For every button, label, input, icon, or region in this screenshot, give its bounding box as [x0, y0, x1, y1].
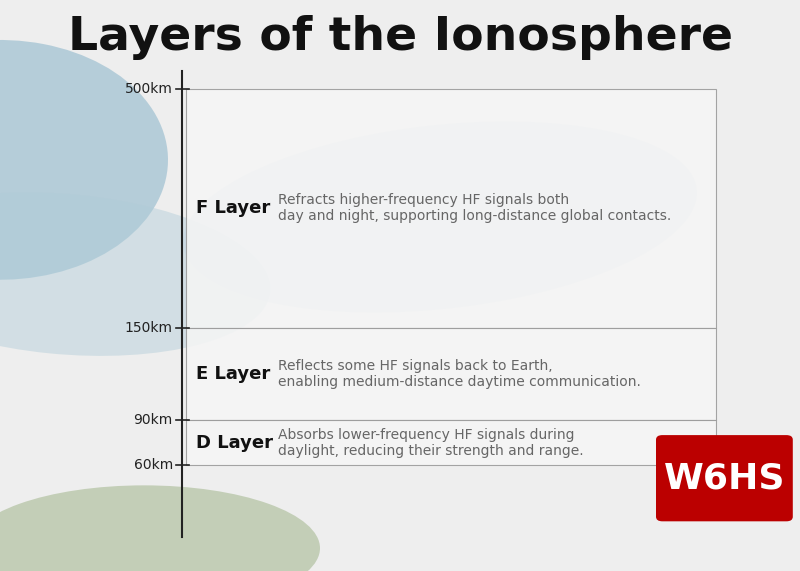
Text: enabling medium-distance daytime communication.: enabling medium-distance daytime communi… [278, 375, 642, 389]
Bar [186, 328, 716, 420]
Text: daylight, reducing their strength and range.: daylight, reducing their strength and ra… [278, 444, 584, 457]
FancyBboxPatch shape [656, 435, 793, 521]
Text: 90km: 90km [134, 413, 173, 427]
Text: 150km: 150km [125, 321, 173, 335]
Ellipse shape [0, 192, 270, 356]
Ellipse shape [0, 485, 320, 571]
Text: day and night, supporting long-distance global contacts.: day and night, supporting long-distance … [278, 210, 672, 223]
Bar [186, 420, 716, 465]
Text: Reflects some HF signals back to Earth,: Reflects some HF signals back to Earth, [278, 359, 553, 373]
Ellipse shape [183, 122, 697, 312]
Text: Absorbs lower-frequency HF signals during: Absorbs lower-frequency HF signals durin… [278, 428, 575, 441]
Text: E Layer: E Layer [196, 365, 270, 383]
Bar [186, 89, 716, 328]
Text: W6HS: W6HS [664, 461, 785, 495]
Text: 60km: 60km [134, 459, 173, 472]
Text: 500km: 500km [125, 82, 173, 95]
Text: Layers of the Ionosphere: Layers of the Ionosphere [67, 15, 733, 59]
Text: Refracts higher-frequency HF signals both: Refracts higher-frequency HF signals bot… [278, 194, 570, 207]
Ellipse shape [0, 40, 168, 280]
Text: D Layer: D Layer [196, 433, 273, 452]
Text: F Layer: F Layer [196, 199, 270, 218]
